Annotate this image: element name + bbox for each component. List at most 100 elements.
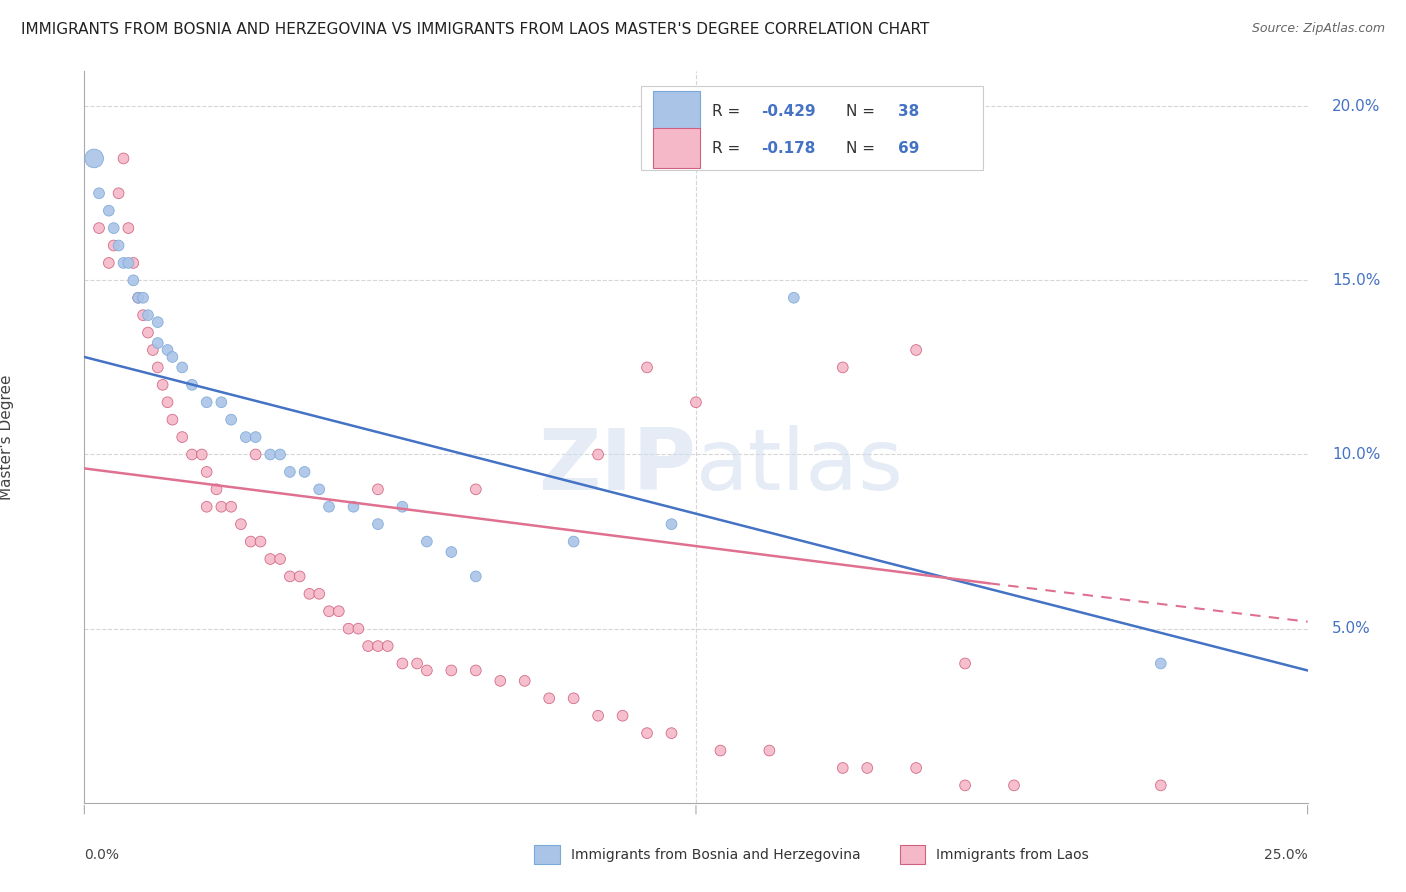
Point	[758, 743, 780, 757]
Point	[831, 360, 853, 375]
Bar	[654, 128, 700, 169]
Point	[146, 360, 169, 375]
Point	[661, 726, 683, 740]
Point	[709, 743, 731, 757]
Point	[87, 186, 110, 201]
Point	[308, 587, 330, 601]
Text: Master's Degree: Master's Degree	[0, 375, 14, 500]
Point	[856, 761, 879, 775]
Point	[209, 500, 232, 514]
Point	[328, 604, 350, 618]
Text: IMMIGRANTS FROM BOSNIA AND HERZEGOVINA VS IMMIGRANTS FROM LAOS MASTER'S DEGREE C: IMMIGRANTS FROM BOSNIA AND HERZEGOVINA V…	[21, 22, 929, 37]
Text: -0.178: -0.178	[761, 141, 815, 156]
Point	[142, 343, 165, 357]
Point	[538, 691, 561, 706]
Point	[122, 256, 145, 270]
Text: 25.0%: 25.0%	[1264, 848, 1308, 862]
Text: atlas: atlas	[696, 425, 904, 508]
Text: 38: 38	[898, 104, 920, 120]
Point	[181, 377, 204, 392]
Point	[136, 308, 159, 322]
Point	[367, 639, 389, 653]
Point	[298, 587, 321, 601]
Point	[259, 448, 281, 462]
Point	[440, 664, 463, 678]
Point	[318, 604, 340, 618]
Point	[562, 534, 585, 549]
Text: 69: 69	[898, 141, 920, 156]
Point	[685, 395, 707, 409]
Point	[195, 395, 218, 409]
Point	[905, 343, 928, 357]
Point	[1150, 778, 1173, 792]
Point	[288, 569, 311, 583]
Point	[586, 448, 609, 462]
Point	[156, 343, 179, 357]
Text: 0.0%: 0.0%	[84, 848, 120, 862]
Point	[1002, 778, 1025, 792]
Point	[342, 500, 364, 514]
Bar	[900, 845, 925, 864]
Point	[347, 622, 370, 636]
Point	[209, 395, 232, 409]
Point	[416, 534, 439, 549]
Point	[513, 673, 536, 688]
Point	[107, 186, 129, 201]
Point	[661, 517, 683, 532]
Point	[172, 360, 194, 375]
Point	[278, 569, 301, 583]
Point	[406, 657, 429, 671]
Point	[269, 448, 291, 462]
Point	[219, 500, 242, 514]
Point	[318, 500, 340, 514]
Point	[377, 639, 399, 653]
Point	[245, 448, 267, 462]
Point	[612, 708, 634, 723]
Text: 15.0%: 15.0%	[1331, 273, 1381, 288]
Point	[416, 664, 439, 678]
Point	[191, 448, 214, 462]
Point	[391, 657, 413, 671]
Text: Source: ZipAtlas.com: Source: ZipAtlas.com	[1251, 22, 1385, 36]
Point	[245, 430, 267, 444]
Point	[83, 152, 105, 166]
Point	[181, 448, 204, 462]
Point	[132, 291, 155, 305]
Point	[136, 326, 159, 340]
Text: Immigrants from Bosnia and Herzegovina: Immigrants from Bosnia and Herzegovina	[571, 847, 860, 862]
Point	[235, 430, 257, 444]
Point	[162, 412, 184, 426]
Point	[103, 221, 125, 235]
Point	[953, 657, 976, 671]
Text: Immigrants from Laos: Immigrants from Laos	[936, 847, 1090, 862]
Point	[205, 483, 228, 497]
Text: R =: R =	[711, 104, 745, 120]
FancyBboxPatch shape	[641, 86, 983, 170]
Point	[195, 500, 218, 514]
Text: -0.429: -0.429	[761, 104, 815, 120]
Point	[97, 203, 120, 218]
Point	[464, 664, 486, 678]
Point	[562, 691, 585, 706]
Point	[391, 500, 413, 514]
Point	[269, 552, 291, 566]
Point	[367, 517, 389, 532]
Point	[831, 761, 853, 775]
Point	[440, 545, 463, 559]
Text: R =: R =	[711, 141, 745, 156]
Point	[132, 308, 155, 322]
Point	[229, 517, 252, 532]
Point	[122, 273, 145, 287]
Point	[1150, 657, 1173, 671]
Point	[586, 708, 609, 723]
Point	[117, 256, 139, 270]
Point	[278, 465, 301, 479]
Point	[249, 534, 271, 549]
Point	[337, 622, 360, 636]
Point	[783, 291, 806, 305]
Point	[464, 569, 486, 583]
Point	[195, 465, 218, 479]
Point	[87, 221, 110, 235]
Text: 20.0%: 20.0%	[1331, 99, 1381, 113]
Text: 10.0%: 10.0%	[1331, 447, 1381, 462]
